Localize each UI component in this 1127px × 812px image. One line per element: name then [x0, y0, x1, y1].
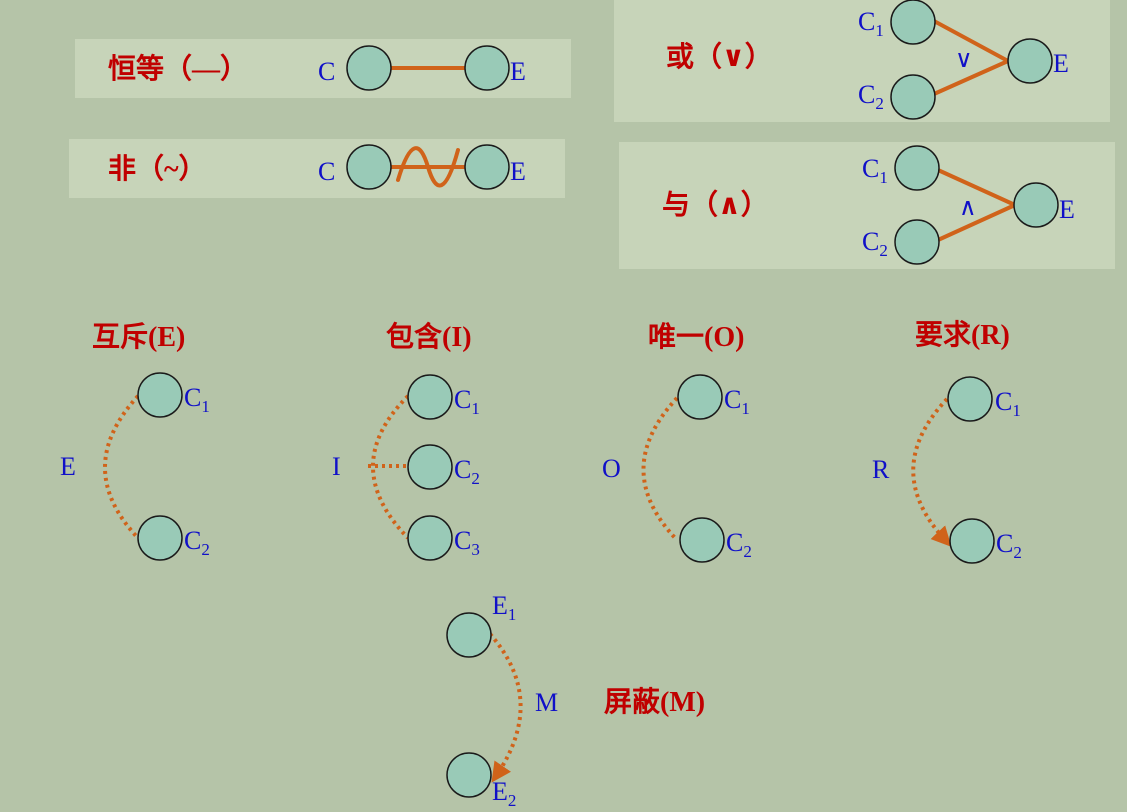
one-and-only-label: O [602, 454, 621, 483]
and-c1-node [894, 145, 940, 191]
exclusive-c2-label: C2 [184, 526, 210, 559]
masks-title: 屏蔽(M) [604, 686, 705, 718]
inclusive-link-arc [371, 394, 410, 540]
masks-e2-label: E2 [492, 777, 516, 810]
one-and-only-constraint: 唯一(O) O C1 C2 [602, 321, 752, 563]
or-symbol: ∨ [955, 47, 973, 73]
or-c1-node [890, 0, 936, 45]
and-c2-node [894, 219, 940, 265]
or-effect-node [1007, 38, 1053, 84]
inclusive-c1-label: C1 [454, 385, 480, 418]
or-c2-node [890, 74, 936, 120]
or-panel: 或（∨） C1 C2 ∨ E [614, 0, 1110, 122]
masks-label: M [535, 688, 558, 717]
and-c2-label: C2 [862, 227, 888, 260]
inclusive-label: I [332, 452, 341, 481]
inclusive-c3-node [407, 515, 453, 561]
requires-label: R [872, 455, 890, 484]
identity-cause-node [346, 45, 392, 91]
one-and-only-c2-node [679, 517, 725, 563]
masks-e2-node [446, 752, 492, 798]
and-effect-label: E [1059, 195, 1075, 224]
masks-e1-node [446, 612, 492, 658]
and-c1-label: C1 [862, 154, 888, 187]
or-c2-label: C2 [858, 80, 884, 113]
exclusive-title: 互斥(E) [92, 321, 185, 353]
negation-title: 非（~） [108, 152, 207, 185]
and-link-1 [936, 168, 1017, 207]
and-panel: 与（∧） C1 C2 ∧ E [619, 142, 1115, 269]
exclusive-c1-label: C1 [184, 383, 210, 416]
or-link-1 [932, 19, 1010, 63]
identity-title: 恒等（—） [108, 52, 248, 85]
negation-cause-node [346, 144, 392, 190]
negation-cause-label: C [318, 157, 335, 186]
one-and-only-c1-node [677, 374, 723, 420]
one-and-only-title: 唯一(O) [648, 321, 744, 353]
requires-c1-label: C1 [995, 387, 1021, 420]
requires-c1-node [947, 376, 993, 422]
and-title: 与（∧） [662, 188, 769, 221]
one-and-only-c2-label: C2 [726, 528, 752, 561]
requires-link [911, 397, 952, 547]
inclusive-c3-label: C3 [454, 526, 480, 559]
exclusive-constraint: 互斥(E) E C1 C2 [60, 321, 210, 561]
and-effect-node [1013, 182, 1059, 228]
exclusive-label: E [60, 452, 76, 481]
requires-c2-node [949, 518, 995, 564]
negation-tilde-mark [396, 146, 460, 188]
or-link-2 [932, 59, 1010, 96]
negation-effect-node [464, 144, 510, 190]
exclusive-c2-node [137, 515, 183, 561]
masks-link [488, 632, 523, 783]
or-c1-label: C1 [858, 7, 884, 40]
exclusive-link [103, 394, 140, 540]
inclusive-c2-node [407, 444, 453, 490]
identity-cause-label: C [318, 57, 335, 86]
negation-panel: 非（~） C E [69, 139, 565, 198]
or-effect-label: E [1053, 49, 1069, 78]
negation-effect-label: E [510, 157, 526, 186]
one-and-only-c1-label: C1 [724, 385, 750, 418]
identity-panel: 恒等（—） C E [75, 39, 571, 98]
one-and-only-link [641, 396, 679, 542]
inclusive-constraint: 包含(I) I C1 C2 C3 [332, 320, 480, 561]
exclusive-c1-node [137, 372, 183, 418]
identity-effect-node [464, 45, 510, 91]
identity-effect-label: E [510, 57, 526, 86]
or-title: 或（∨） [666, 40, 773, 73]
requires-title: 要求(R) [915, 319, 1010, 351]
masks-constraint: E1 E2 M 屏蔽(M) [446, 591, 705, 810]
requires-c2-label: C2 [996, 529, 1022, 562]
inclusive-c2-label: C2 [454, 455, 480, 488]
and-symbol: ∧ [959, 195, 977, 221]
inclusive-title: 包含(I) [386, 320, 472, 353]
inclusive-c1-node [407, 374, 453, 420]
and-link-2 [936, 203, 1017, 242]
requires-constraint: 要求(R) R C1 C2 [872, 319, 1022, 564]
masks-e1-label: E1 [492, 591, 516, 624]
